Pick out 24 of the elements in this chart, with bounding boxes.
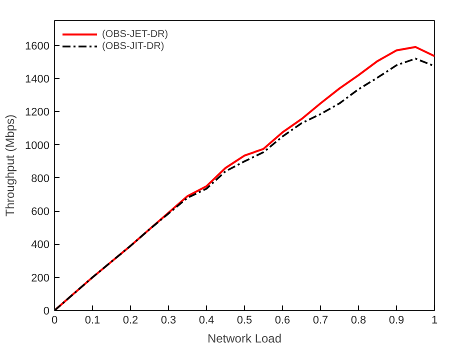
x-tick-label: 0.5 — [236, 314, 252, 326]
y-tick-label: 1600 — [25, 40, 50, 52]
x-tick-label: 0.8 — [350, 314, 366, 326]
y-tick-label: 200 — [31, 272, 50, 284]
y-tick-label: 400 — [31, 239, 50, 252]
x-tick-label: 0.2 — [122, 314, 138, 326]
x-axis-title: Network Load — [207, 332, 282, 346]
legend-label: (OBS-JIT-DR) — [102, 40, 164, 52]
y-tick-label: 0 — [43, 306, 50, 318]
x-tick-label: 1 — [431, 314, 438, 326]
x-tick-label: 0.4 — [198, 314, 214, 326]
x-tick-label: 0.9 — [388, 314, 404, 326]
x-tick-label: 0.7 — [312, 314, 328, 326]
x-tick-label: 0 — [51, 314, 58, 326]
y-tick-label: 1200 — [25, 106, 50, 119]
legend-label: (OBS-JET-DR) — [102, 28, 168, 40]
y-tick-label: 800 — [31, 172, 50, 185]
y-axis-title: Throughput (Mbps) — [3, 114, 18, 217]
y-tick-label: 1000 — [25, 140, 50, 152]
x-tick-label: 0.1 — [84, 314, 100, 326]
x-tick-label: 0.6 — [274, 314, 290, 326]
x-tick-label: 0.3 — [160, 314, 176, 326]
y-tick-label: 1400 — [25, 74, 50, 86]
y-tick-label: 600 — [31, 206, 50, 218]
